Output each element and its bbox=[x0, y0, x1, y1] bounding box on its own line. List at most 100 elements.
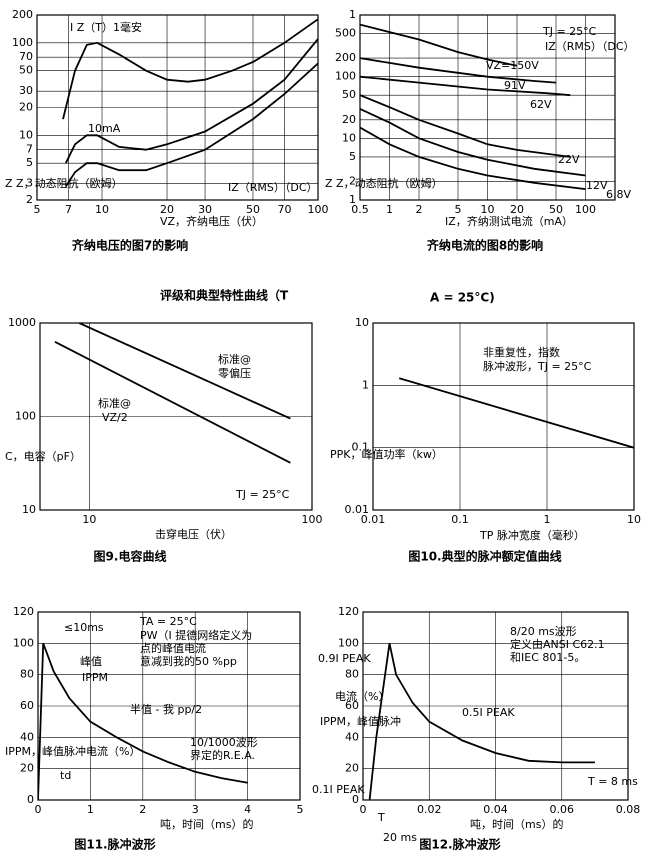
x-tick-label: 0 bbox=[35, 803, 42, 816]
x-tick-label: 2 bbox=[139, 803, 146, 816]
y-tick-label: 50 bbox=[342, 88, 356, 101]
chart-title: 图9.电容曲线 bbox=[94, 549, 167, 564]
annotation: TA = 25°C bbox=[139, 615, 197, 628]
y-tick-label: 5 bbox=[26, 156, 33, 169]
x-tick-label: 0.01 bbox=[361, 513, 386, 526]
y-tick-label: 7 bbox=[26, 143, 33, 156]
y-tick-label: 80 bbox=[345, 668, 359, 681]
x-tick-label: 0.08 bbox=[616, 803, 641, 816]
x-tick-label: 0.5 bbox=[351, 203, 369, 216]
annotation: 非重复性，指数 bbox=[483, 345, 560, 359]
chart: 0 0.02 0.04 0.06 0.08 0 20 40 60 80 100 120 8/20 ms波… bbox=[312, 605, 640, 852]
annotation: 标准@ bbox=[98, 396, 131, 410]
y-tick-label: 20 bbox=[345, 762, 359, 775]
curve bbox=[360, 57, 557, 84]
y-axis-label: 电流（%） bbox=[335, 689, 389, 703]
curve bbox=[368, 643, 595, 800]
x-axis-label: VZ，齐纳电压（伏） bbox=[160, 214, 263, 228]
curve bbox=[360, 94, 571, 158]
x-tick-label: 0.04 bbox=[483, 803, 508, 816]
chart-title: 图12.脉冲波形 bbox=[419, 837, 500, 852]
y-tick-label: 1000 bbox=[8, 316, 36, 329]
y-tick-label: 120 bbox=[13, 605, 34, 618]
y-tick-label: 60 bbox=[20, 699, 34, 712]
annotation: IZ（RMS）（DC） bbox=[545, 40, 635, 53]
series-label: 91V bbox=[504, 79, 526, 92]
x-tick-label: 7 bbox=[65, 203, 72, 216]
annotation: 20 ms bbox=[383, 831, 417, 844]
x-tick-label: 3 bbox=[192, 803, 199, 816]
series-label: 62V bbox=[530, 98, 552, 111]
x-tick-label: 10 bbox=[82, 513, 96, 526]
annotation: 定义由ANSI C62.1 bbox=[510, 637, 605, 651]
y-axis-label: IPPM，峰值脉冲电流（%） bbox=[5, 744, 140, 758]
y-tick-label: 1 bbox=[349, 193, 356, 206]
y-tick-label: 120 bbox=[338, 605, 359, 618]
annotation: td bbox=[60, 769, 71, 782]
annotation: TJ = 25°C bbox=[235, 488, 290, 501]
plot-frame bbox=[362, 611, 629, 801]
y-tick-label: 100 bbox=[15, 410, 36, 423]
annotation: T bbox=[377, 811, 385, 824]
y-tick-label: 30 bbox=[19, 84, 33, 97]
annotation: TJ = 25°C bbox=[542, 25, 597, 38]
x-tick-label: 100 bbox=[302, 513, 323, 526]
x-tick-label: 70 bbox=[278, 203, 292, 216]
annotation: VZ/2 bbox=[102, 411, 128, 424]
y-tick-label: 200 bbox=[12, 8, 33, 21]
x-tick-label: 20 bbox=[160, 203, 174, 216]
x-tick-label: 100 bbox=[308, 203, 329, 216]
y-tick-label: 0.01 bbox=[345, 503, 370, 516]
series-label: 10mA bbox=[88, 122, 121, 135]
curve bbox=[54, 340, 291, 464]
annotation: 标准@ bbox=[218, 352, 251, 366]
annotation: 界定的R.E.A. bbox=[190, 748, 255, 762]
annotation: IPPM bbox=[82, 671, 108, 684]
x-tick-label: 20 bbox=[510, 203, 524, 216]
x-axis-label: TP 脉冲宽度（毫秒） bbox=[479, 528, 585, 542]
y-axis-label: Z Z，动态阻抗（欧姆） bbox=[5, 176, 123, 190]
y-tick-label: 1 bbox=[349, 8, 356, 21]
x-tick-label: 1 bbox=[386, 203, 393, 216]
annotation: 0.5I PEAK bbox=[462, 706, 515, 719]
page-caption: A = 25°C) bbox=[430, 291, 495, 305]
y-tick-label: 40 bbox=[20, 730, 34, 743]
y-tick-label: 200 bbox=[335, 51, 356, 64]
annotation: 半值 - 我 pp/2 bbox=[130, 702, 202, 716]
y-tick-label: 10 bbox=[355, 316, 369, 329]
x-tick-label: 10 bbox=[627, 513, 641, 526]
series-label: VZ=150V bbox=[486, 59, 539, 72]
y-axis-label: PPK，峰值功率（kw） bbox=[330, 447, 443, 461]
y-tick-label: 100 bbox=[335, 70, 356, 83]
x-tick-label: 4 bbox=[244, 803, 251, 816]
x-tick-label: 5 bbox=[297, 803, 304, 816]
annotation: IZ（RMS）（DC） bbox=[228, 181, 318, 194]
y-tick-label: 100 bbox=[338, 636, 359, 649]
curve bbox=[360, 23, 518, 67]
curve bbox=[65, 62, 318, 187]
annotation: 8/20 ms波形 bbox=[510, 625, 577, 638]
annotation: 和IEC 801-5。 bbox=[510, 651, 585, 664]
curve bbox=[64, 38, 318, 164]
y-tick-label: 2 bbox=[349, 174, 356, 187]
curve bbox=[78, 323, 291, 420]
series-label: I Z（T）1毫安 bbox=[70, 20, 142, 34]
plot-frame bbox=[372, 322, 635, 511]
y-tick-label: 10 bbox=[342, 131, 356, 144]
annotation: T = 8 ms bbox=[587, 775, 638, 788]
annotation: PW（I 提德网络定义为 bbox=[140, 628, 252, 642]
x-axis-label: 吨，时间（ms）的 bbox=[160, 817, 253, 831]
plot-frame bbox=[359, 14, 616, 201]
annotation: 意减到我的50 %pp bbox=[140, 654, 237, 668]
y-axis-label: Z Z，动态阻抗（欧姆） bbox=[325, 176, 443, 190]
series-label: 12V bbox=[586, 179, 608, 192]
y-tick-label: 100 bbox=[13, 636, 34, 649]
y-tick-label: 100 bbox=[12, 36, 33, 49]
y-tick-label: 0.1 bbox=[352, 441, 370, 454]
y-tick-label: 40 bbox=[345, 730, 359, 743]
y-tick-label: 5 bbox=[349, 150, 356, 163]
